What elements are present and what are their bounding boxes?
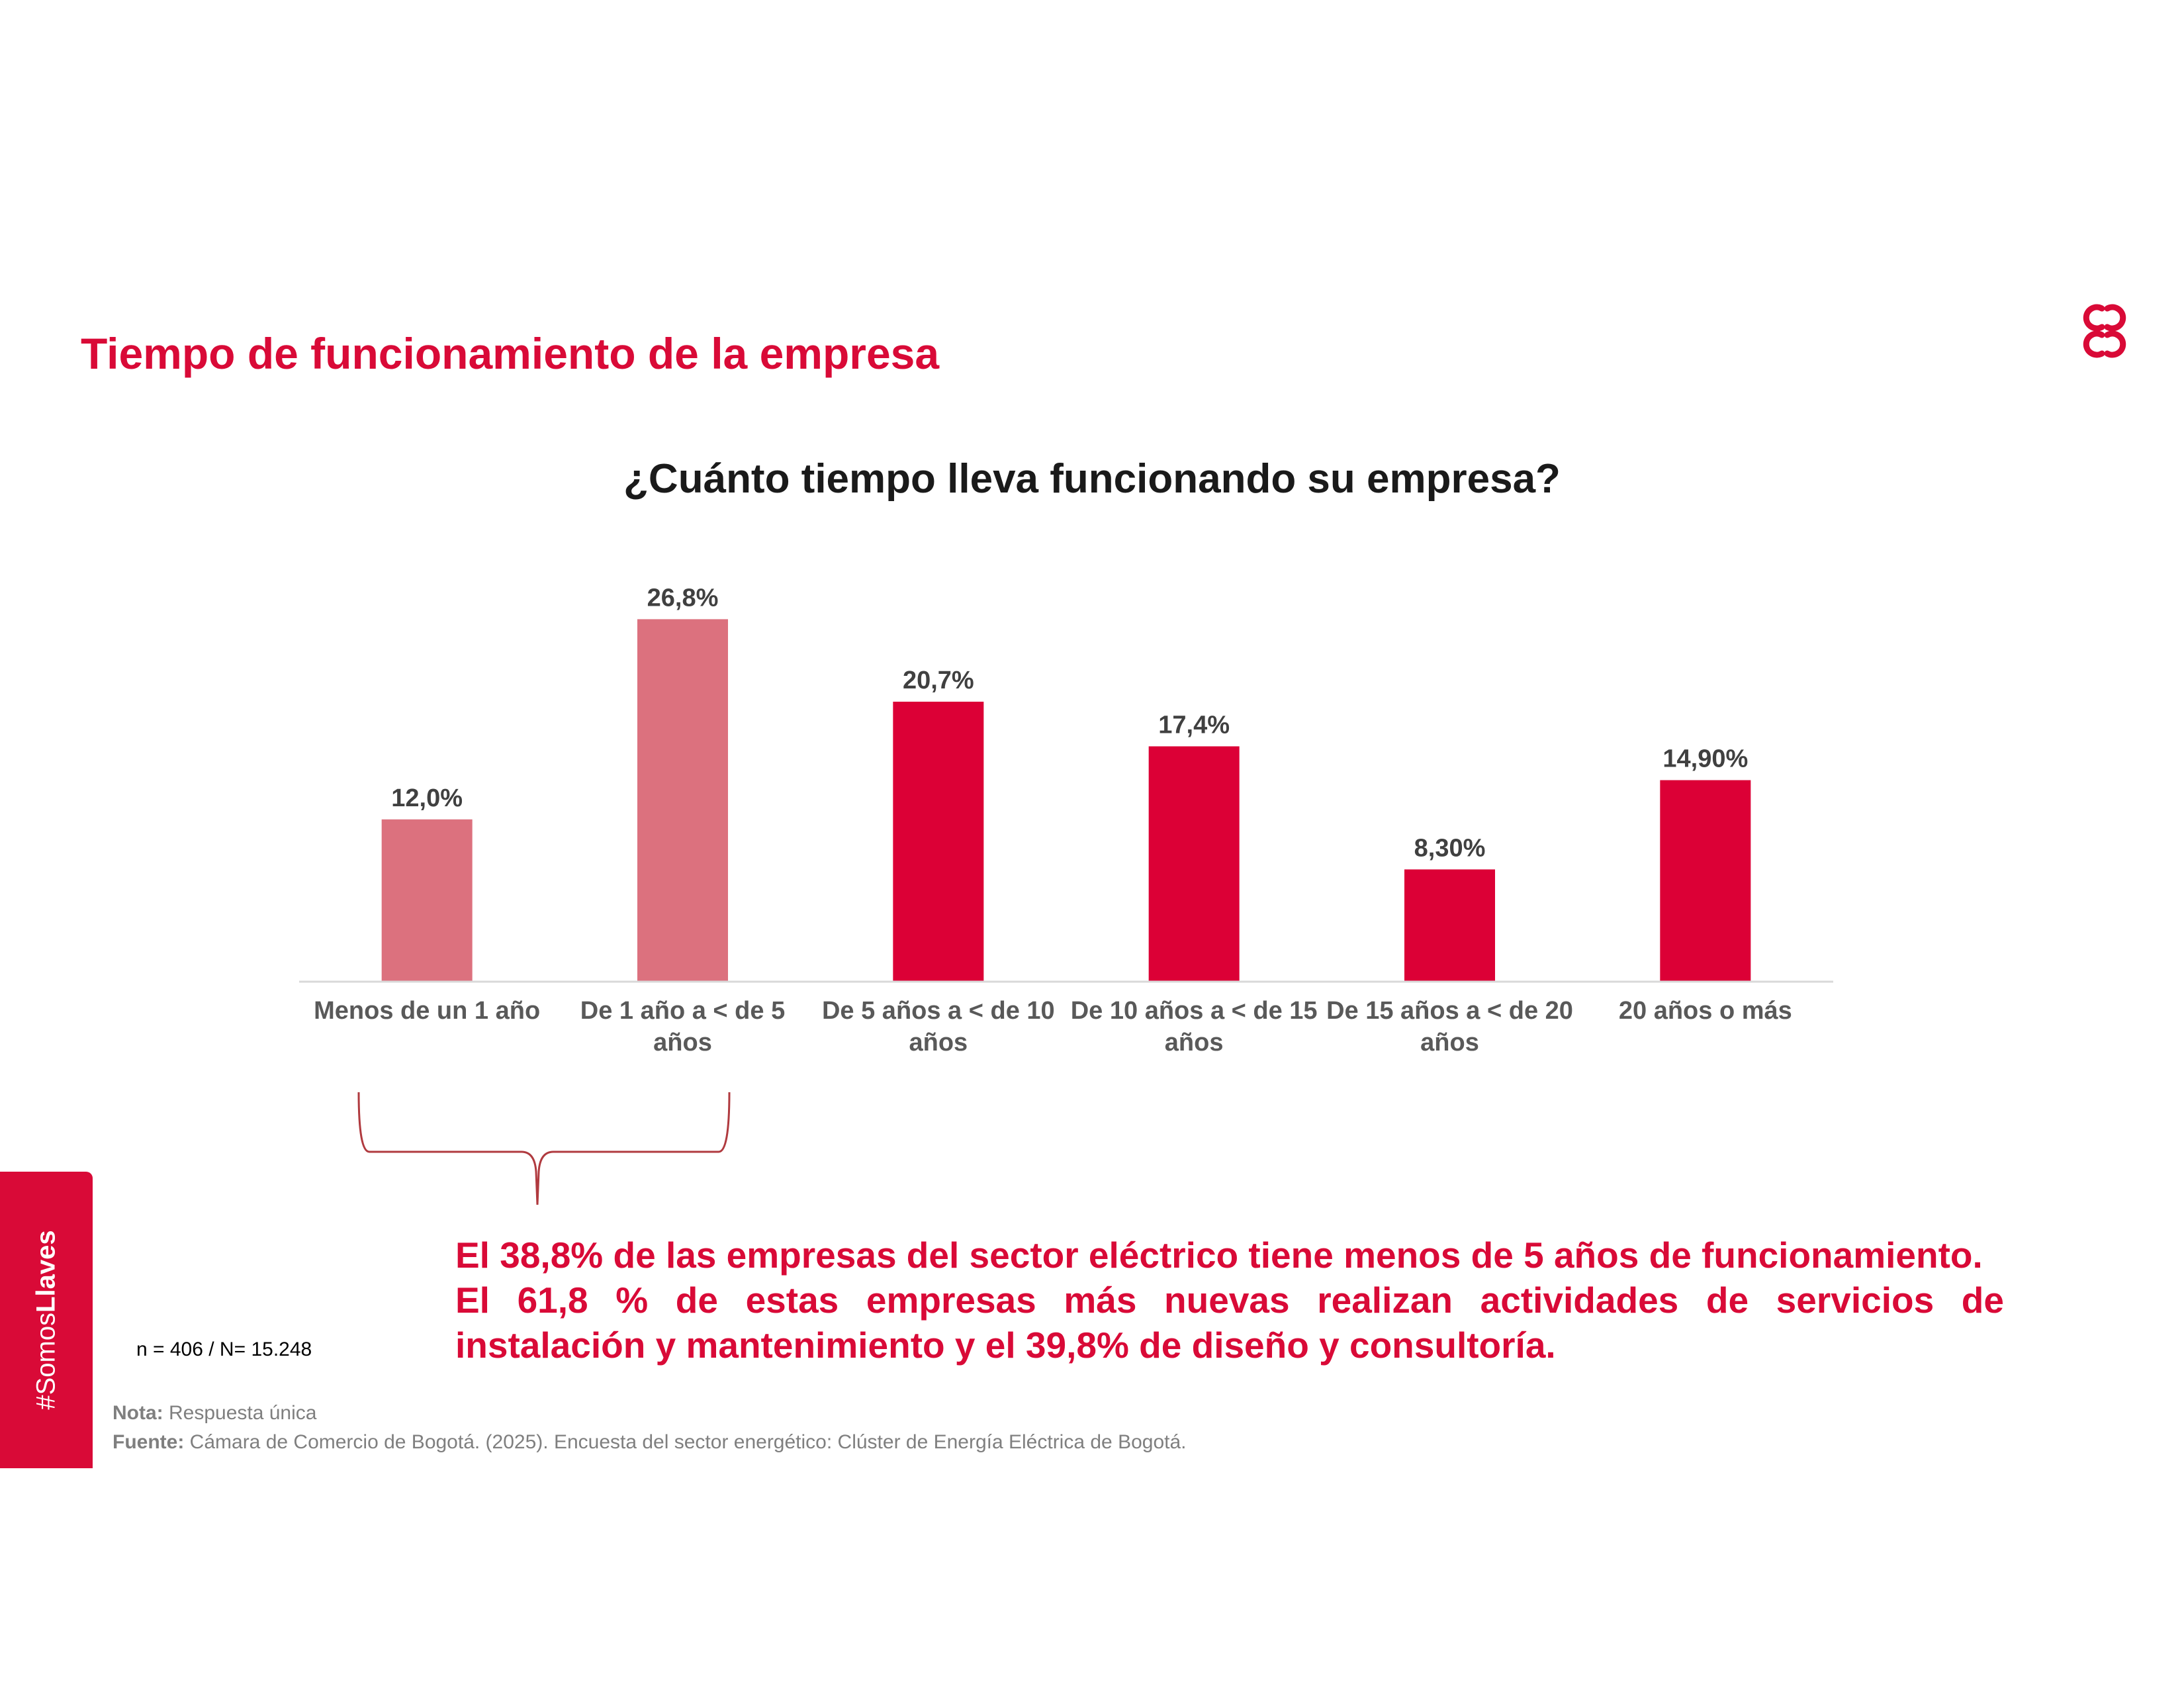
bar bbox=[1404, 869, 1495, 982]
data-label: 17,4% bbox=[1158, 711, 1230, 739]
category-tick-label: De 10 años a < de 15 años bbox=[1070, 997, 1318, 1056]
bar bbox=[1660, 780, 1751, 982]
hashtag-label: #SomosLlaves bbox=[31, 1230, 61, 1410]
bar-chart: 12,0% 26,8% 20,7% 17,4% 8,30% 14,90% bbox=[299, 584, 1833, 983]
bar bbox=[1148, 746, 1240, 982]
chart-title: ¿Cuánto tiempo lleva funcionando su empr… bbox=[623, 456, 1561, 502]
grouping-brace bbox=[357, 1092, 731, 1205]
bar bbox=[637, 619, 728, 982]
data-label: 26,8% bbox=[647, 584, 719, 612]
category-tick-label: 20 años o más bbox=[1618, 997, 1792, 1025]
data-label: 8,30% bbox=[1414, 834, 1486, 862]
data-label: 14,90% bbox=[1662, 745, 1748, 773]
data-label: 20,7% bbox=[903, 667, 974, 694]
footnote-nota: Nota: Respuesta única bbox=[113, 1402, 317, 1424]
bar bbox=[893, 702, 984, 982]
sidebar-hashtag-tab: #SomosLlaves bbox=[0, 1172, 93, 1468]
page-title: Tiempo de funcionamiento de la empresa bbox=[81, 329, 940, 378]
key-finding-text: El 38,8% de las empresas del sector eléc… bbox=[455, 1235, 2004, 1366]
sample-size-note: n = 406 / N= 15.248 bbox=[136, 1338, 312, 1360]
category-tick-label: De 15 años a < de 20 años bbox=[1326, 997, 1573, 1056]
category-tick-label: De 5 años a < de 10 años bbox=[821, 997, 1055, 1056]
data-label: 12,0% bbox=[391, 784, 463, 812]
camara-comercio-logo-icon bbox=[2083, 304, 2126, 358]
bar bbox=[381, 819, 473, 982]
footnote-fuente: Fuente: Cámara de Comercio de Bogotá. (2… bbox=[113, 1431, 1187, 1453]
category-tick-label: De 1 año a < de 5 años bbox=[580, 997, 786, 1056]
category-tick-label: Menos de un 1 año bbox=[314, 997, 541, 1025]
